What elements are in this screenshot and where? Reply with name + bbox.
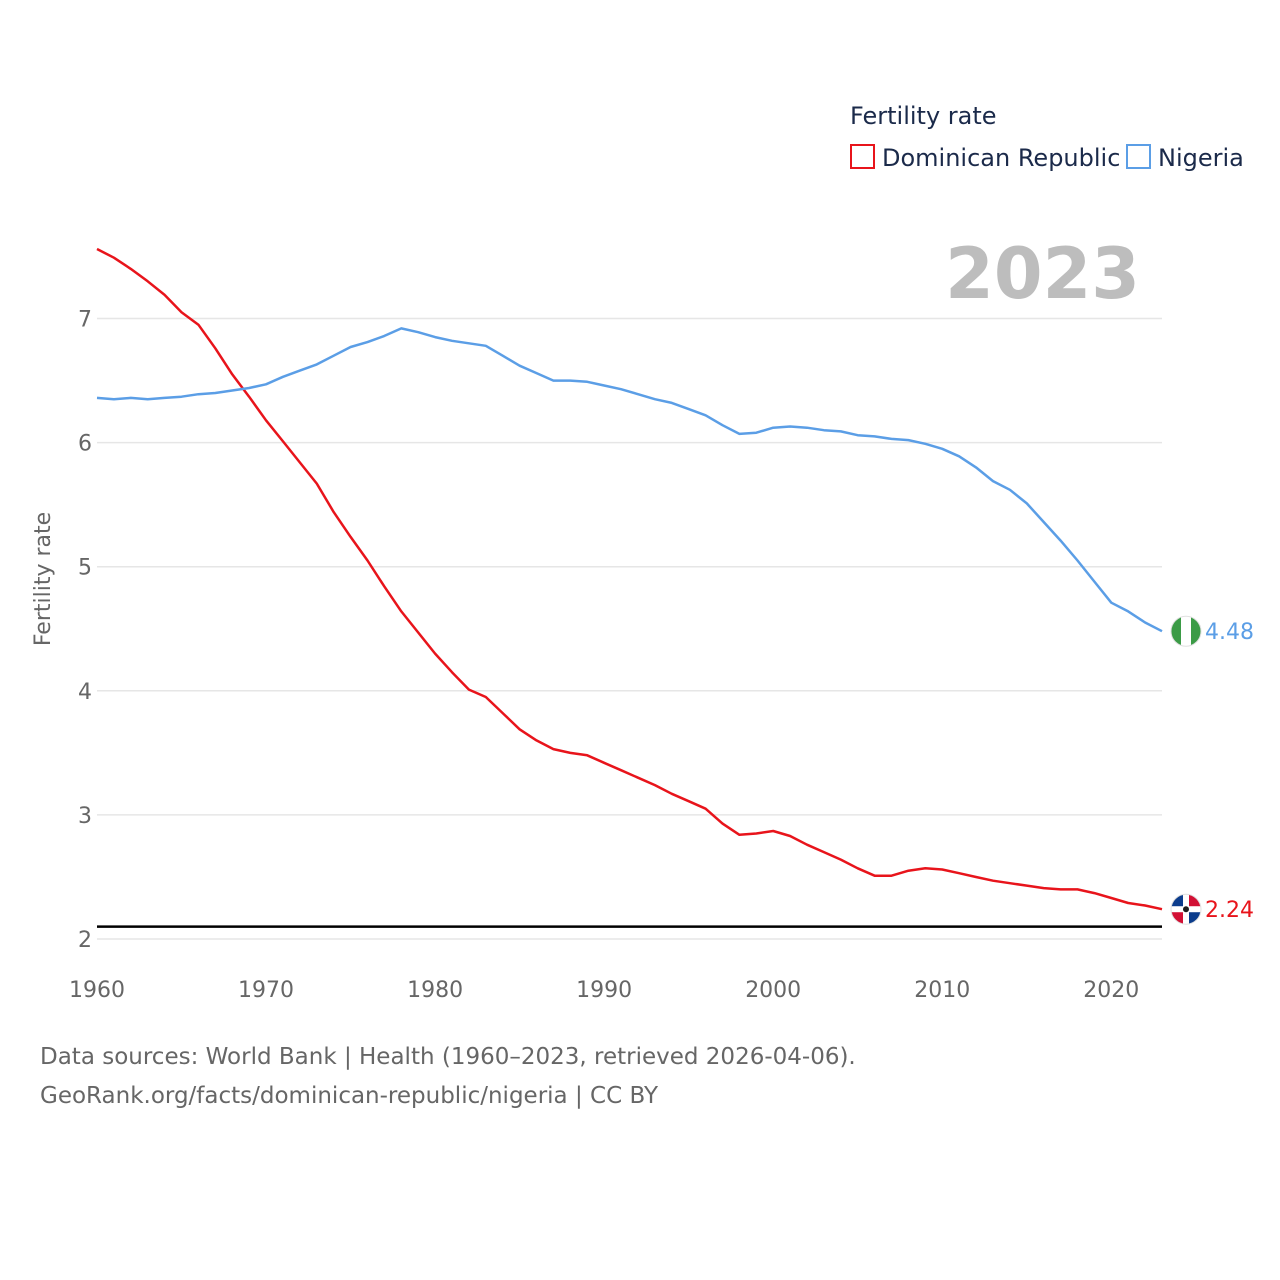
dominican-republic-flag-icon bbox=[1170, 893, 1202, 925]
footer-sources: Data sources: World Bank | Health (1960–… bbox=[40, 1044, 856, 1070]
x-tick-label-1980: 1980 bbox=[407, 978, 463, 1003]
series-lines bbox=[96, 247, 1163, 911]
legend-swatch-dominican-republic bbox=[850, 144, 875, 169]
dominican-republic-end-marker: 2.24 bbox=[1170, 893, 1254, 925]
nigeria-flag-icon bbox=[1170, 615, 1202, 647]
nigeria-end-marker: 4.48 bbox=[1170, 615, 1254, 647]
x-tick-label-1970: 1970 bbox=[238, 978, 294, 1003]
x-tick-label-2020: 2020 bbox=[1083, 978, 1139, 1003]
legend-label-dominican-republic: Dominican Republic bbox=[882, 144, 1120, 172]
y-axis-title: Fertility rate bbox=[31, 512, 56, 646]
nigeria-end-value: 4.48 bbox=[1205, 620, 1254, 645]
current-year-label: 2023 bbox=[945, 233, 1140, 315]
footer-link[interactable]: GeoRank.org/facts/dominican-republic/nig… bbox=[40, 1083, 659, 1109]
y-tick-label-7: 7 bbox=[78, 308, 92, 333]
x-axis-ticks: 1960 1970 1980 1990 2000 2010 2020 bbox=[69, 978, 1139, 1003]
series-line-nigeria bbox=[96, 327, 1163, 633]
y-tick-label-4: 4 bbox=[78, 680, 92, 705]
gridlines bbox=[97, 317, 1162, 940]
legend: Fertility rate Dominican Republic Nigeri… bbox=[850, 102, 1244, 172]
legend-title: Fertility rate bbox=[850, 102, 997, 130]
legend-swatch-nigeria bbox=[1126, 144, 1151, 169]
y-tick-label-6: 6 bbox=[78, 432, 92, 457]
dominican-republic-end-value: 2.24 bbox=[1205, 898, 1254, 923]
y-tick-label-2: 2 bbox=[78, 928, 92, 953]
x-tick-label-2000: 2000 bbox=[745, 978, 801, 1003]
y-tick-label-5: 5 bbox=[78, 556, 92, 581]
y-tick-label-3: 3 bbox=[78, 804, 92, 829]
x-tick-label-1960: 1960 bbox=[69, 978, 125, 1003]
y-axis-ticks: 2 3 4 5 6 7 bbox=[78, 308, 92, 954]
legend-item-dominican-republic[interactable]: Dominican Republic bbox=[850, 144, 1120, 172]
series-line-dominican-republic bbox=[96, 247, 1163, 911]
legend-label-nigeria: Nigeria bbox=[1158, 144, 1244, 172]
legend-item-nigeria[interactable]: Nigeria bbox=[1126, 144, 1244, 172]
x-tick-label-2010: 2010 bbox=[914, 978, 970, 1003]
x-tick-label-1990: 1990 bbox=[576, 978, 632, 1003]
